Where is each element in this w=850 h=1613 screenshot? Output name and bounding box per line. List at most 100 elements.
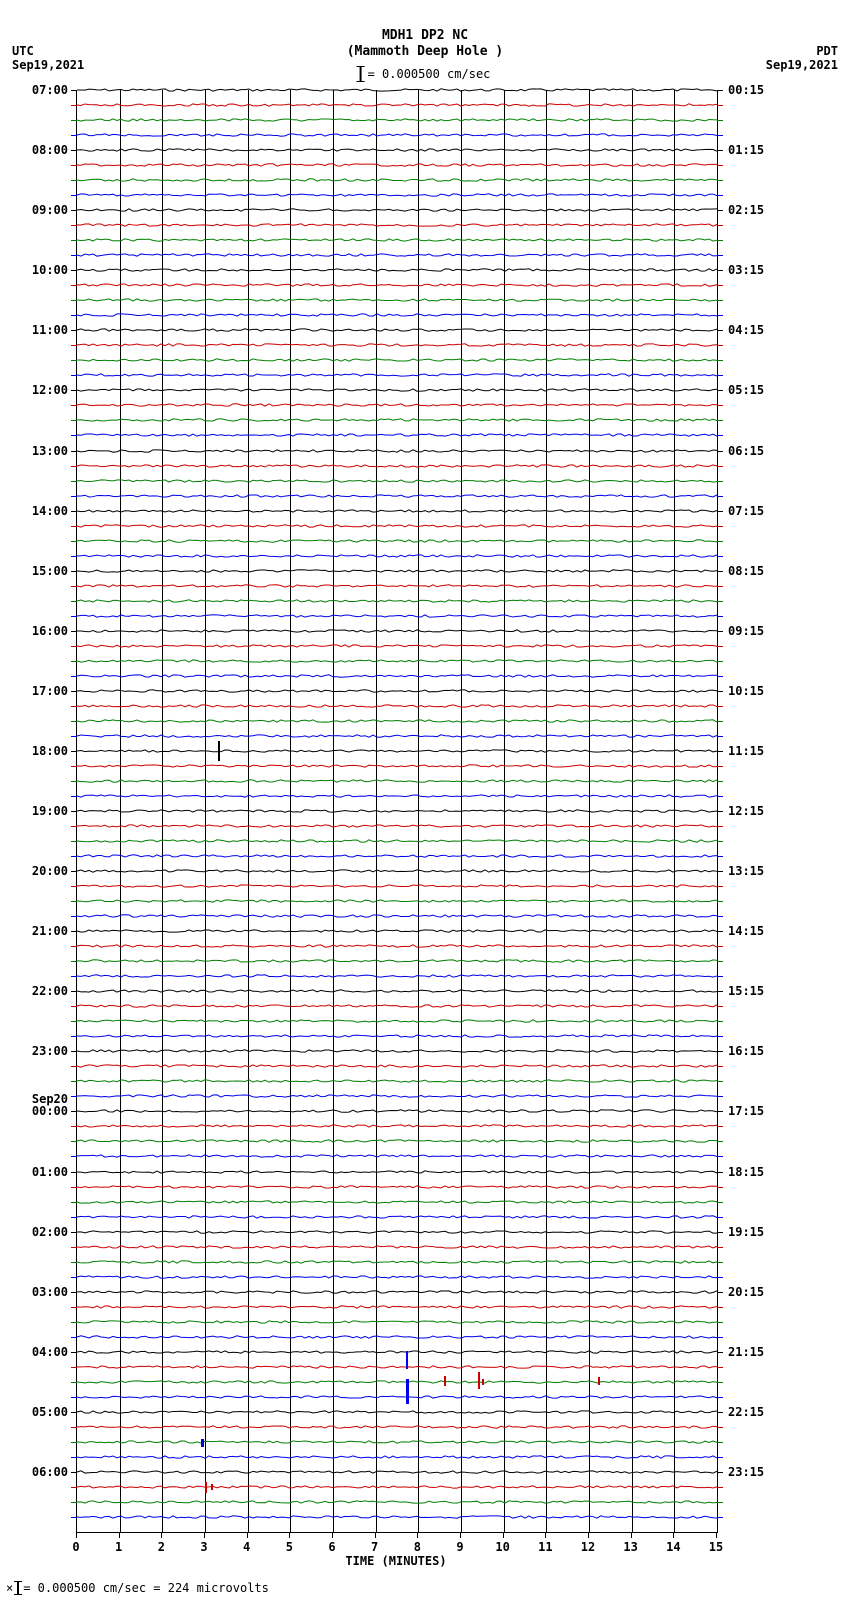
trace-line (77, 747, 717, 755)
gridline-vertical (162, 90, 163, 1532)
trace-line (77, 1498, 717, 1506)
trace-line (77, 116, 717, 124)
baseline-tick (717, 1307, 723, 1308)
trace-line (77, 1408, 717, 1416)
baseline-tick (71, 556, 77, 557)
baseline-tick (717, 1322, 723, 1323)
trace-line (77, 477, 717, 485)
baseline-tick (71, 1172, 77, 1173)
x-axis-title: TIME (MINUTES) (76, 1554, 716, 1568)
trace-line (77, 1483, 717, 1491)
baseline-tick (717, 1277, 723, 1278)
baseline-tick (71, 240, 77, 241)
seismic-event-spike (482, 1379, 484, 1385)
baseline-tick (71, 1081, 77, 1082)
x-tick-label: 2 (146, 1540, 176, 1554)
trace-line (77, 1513, 717, 1521)
trace-line (77, 762, 717, 770)
baseline-tick (71, 736, 77, 737)
right-time-label: 08:15 (728, 564, 788, 578)
baseline-tick (717, 451, 723, 452)
baseline-tick (717, 841, 723, 842)
baseline-tick (717, 1517, 723, 1518)
trace-line (77, 972, 717, 980)
baseline-tick (717, 826, 723, 827)
trace-line (77, 1468, 717, 1476)
baseline-tick (71, 255, 77, 256)
baseline-tick (717, 511, 723, 512)
seismic-event-spike (406, 1379, 409, 1404)
utc-label: UTC (12, 44, 84, 58)
baseline-tick (71, 1141, 77, 1142)
trace-line (77, 1228, 717, 1236)
x-tick (247, 1532, 248, 1538)
trace-line (77, 416, 717, 424)
trace-line (77, 642, 717, 650)
trace-line (77, 191, 717, 199)
baseline-tick (71, 1382, 77, 1383)
trace-line (77, 161, 717, 169)
gridline-vertical (632, 90, 633, 1532)
trace-line (77, 356, 717, 364)
trace-line (77, 1077, 717, 1085)
baseline-tick (71, 646, 77, 647)
seismic-event-spike (211, 1484, 213, 1490)
trace-line (77, 1198, 717, 1206)
trace-line (77, 101, 717, 109)
x-tick (716, 1532, 717, 1538)
x-tick (503, 1532, 504, 1538)
station-code: MDH1 DP2 NC (0, 28, 850, 44)
baseline-tick (71, 300, 77, 301)
trace-line (77, 942, 717, 950)
left-time-label: 05:00 (8, 1405, 68, 1419)
baseline-tick (717, 195, 723, 196)
trace-line (77, 1002, 717, 1010)
left-time-label: 21:00 (8, 924, 68, 938)
baseline-tick (717, 1202, 723, 1203)
trace-line (77, 176, 717, 184)
baseline-tick (71, 1292, 77, 1293)
baseline-tick (71, 390, 77, 391)
baseline-tick (71, 1217, 77, 1218)
baseline-tick (71, 451, 77, 452)
baseline-tick (717, 1126, 723, 1127)
right-time-label: 19:15 (728, 1225, 788, 1239)
left-time-label: 15:00 (8, 564, 68, 578)
baseline-tick (717, 1352, 723, 1353)
trace-line (77, 882, 717, 890)
right-time-label: 18:15 (728, 1165, 788, 1179)
seismic-event-spike (598, 1377, 600, 1385)
seismic-event-spike (201, 1439, 204, 1447)
baseline-tick (717, 345, 723, 346)
trace-line (77, 1438, 717, 1446)
trace-line (77, 1062, 717, 1070)
baseline-tick (717, 706, 723, 707)
right-time-label: 10:15 (728, 684, 788, 698)
seismic-event-spike (406, 1351, 408, 1369)
baseline-tick (71, 466, 77, 467)
baseline-tick (717, 871, 723, 872)
baseline-tick (71, 796, 77, 797)
gridline-vertical (376, 90, 377, 1532)
trace-line (77, 807, 717, 815)
baseline-tick (71, 901, 77, 902)
utc-date: Sep19,2021 (12, 58, 84, 72)
baseline-tick (717, 571, 723, 572)
right-time-label: 06:15 (728, 444, 788, 458)
trace-line (77, 1258, 717, 1266)
baseline-tick (717, 240, 723, 241)
trace-line (77, 822, 717, 830)
trace-line (77, 206, 717, 214)
x-tick (289, 1532, 290, 1538)
baseline-tick (71, 1187, 77, 1188)
left-time-label: 07:00 (8, 83, 68, 97)
baseline-tick (717, 886, 723, 887)
right-time-label: 04:15 (728, 323, 788, 337)
right-time-label: 15:15 (728, 984, 788, 998)
baseline-tick (71, 1111, 77, 1112)
baseline-tick (71, 1397, 77, 1398)
trace-line (77, 1363, 717, 1371)
baseline-tick (717, 1172, 723, 1173)
right-time-label: 13:15 (728, 864, 788, 878)
baseline-tick (717, 1187, 723, 1188)
